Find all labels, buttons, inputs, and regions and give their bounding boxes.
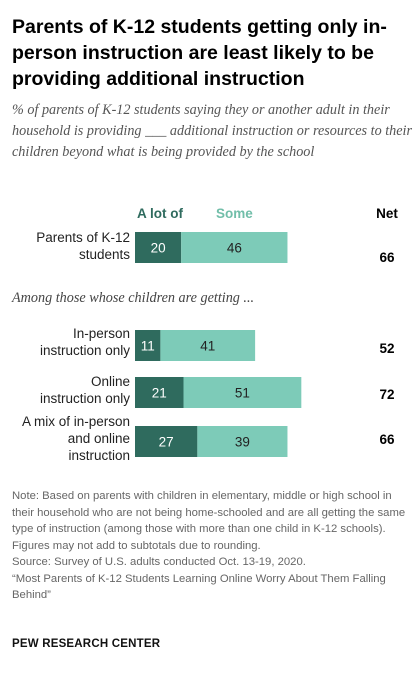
data-label-alot: 20 [151,241,166,256]
data-label-some: 46 [227,241,242,256]
bar-segment-alot [135,232,182,263]
bar-segment-alot [135,426,198,457]
legend-label-some: Some [216,206,253,221]
data-label-some: 41 [200,339,215,354]
row-label-mix: A mix of in-person and online instructio… [22,413,130,464]
data-label-alot: 11 [141,339,155,354]
row-label-line: students [78,247,130,262]
bar-segment-alot [135,330,161,361]
bar-segment-some [183,377,302,408]
data-label-alot: 27 [159,435,174,450]
source-text: Source: Survey of U.S. adults conducted … [12,556,306,568]
bar-segment-alot [135,377,184,408]
row-label-line: A mix of in-person [21,414,130,429]
bar-segment-some [181,232,288,263]
row-label-all-parents: Parents of K-12 students [36,229,130,263]
net-value: 72 [379,387,395,402]
chart-notes: Note: Based on parents with children in … [12,488,412,604]
note-text: Note: Based on parents with children in … [12,490,406,552]
row-label-line: Online [90,374,130,389]
row-label-line: Parents of K-12 [36,230,130,245]
chart-title: Parents of K-12 students getting only in… [12,16,387,90]
row-label-in-person: In-person instruction only [40,325,130,359]
data-label-alot: 21 [152,386,167,401]
report-title: “Most Parents of K-12 Students Learning … [12,572,386,602]
row-label-online: Online instruction only [40,373,130,407]
row-label-line: instruction [68,448,130,463]
net-value: 66 [379,432,395,447]
legend-label-net: Net [376,206,398,221]
bar-segment-some [197,426,288,457]
row-label-line: instruction only [39,391,130,406]
net-value: 66 [379,250,395,265]
legend-label-alot: A lot of [137,206,183,221]
row-label-line: instruction only [39,343,130,358]
bar-segment-some [160,330,256,361]
row-label-line: and online [67,431,130,446]
net-value: 52 [379,341,395,356]
data-label-some: 39 [235,435,250,450]
row-label-line: In-person [72,326,130,341]
brand-logo-text: PEW RESEARCH CENTER [12,638,161,650]
chart-subtitle: % of parents of K-12 students saying the… [12,102,412,160]
data-label-some: 51 [235,386,250,401]
group-label: Among those whose children are getting .… [12,290,255,306]
